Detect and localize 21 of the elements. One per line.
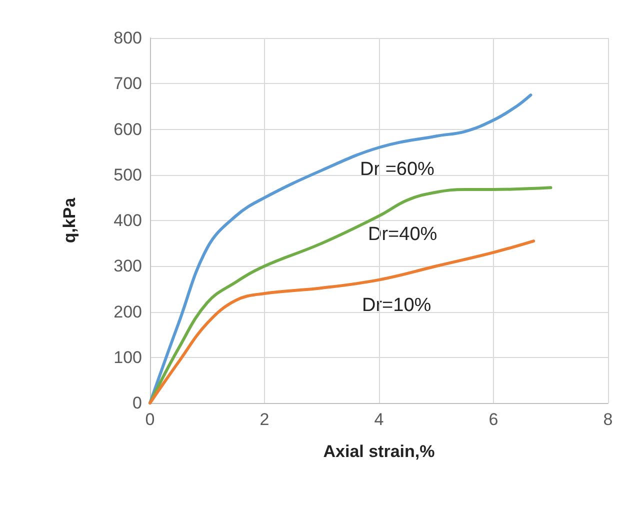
x-tick-label: 8 [603, 410, 613, 429]
y-tick-label: 200 [114, 302, 142, 322]
y-axis-title: q,kPa [60, 197, 79, 244]
x-axis-title: Axial strain,% [323, 442, 435, 461]
x-tick-label: 2 [260, 410, 270, 429]
y-tick-label: 300 [114, 256, 142, 276]
line-series [148, 186, 552, 404]
y-tick-label: 100 [114, 348, 142, 367]
y-tick-label: 700 [114, 74, 142, 94]
series-label: Dr=40% [368, 224, 438, 245]
x-tick-label: 0 [145, 410, 155, 429]
y-tick-label: 600 [114, 120, 142, 139]
y-tick-label: 500 [114, 165, 142, 184]
x-tick-label: 6 [488, 410, 498, 429]
y-tick-label: 400 [114, 211, 142, 230]
series-label: Dr=10% [362, 295, 432, 316]
line-series [148, 240, 536, 404]
x-tick-label: 4 [374, 410, 384, 429]
series-label: Dr =60% [360, 159, 435, 180]
y-tick-label: 800 [114, 28, 142, 48]
y-tick-label: 0 [132, 394, 142, 412]
